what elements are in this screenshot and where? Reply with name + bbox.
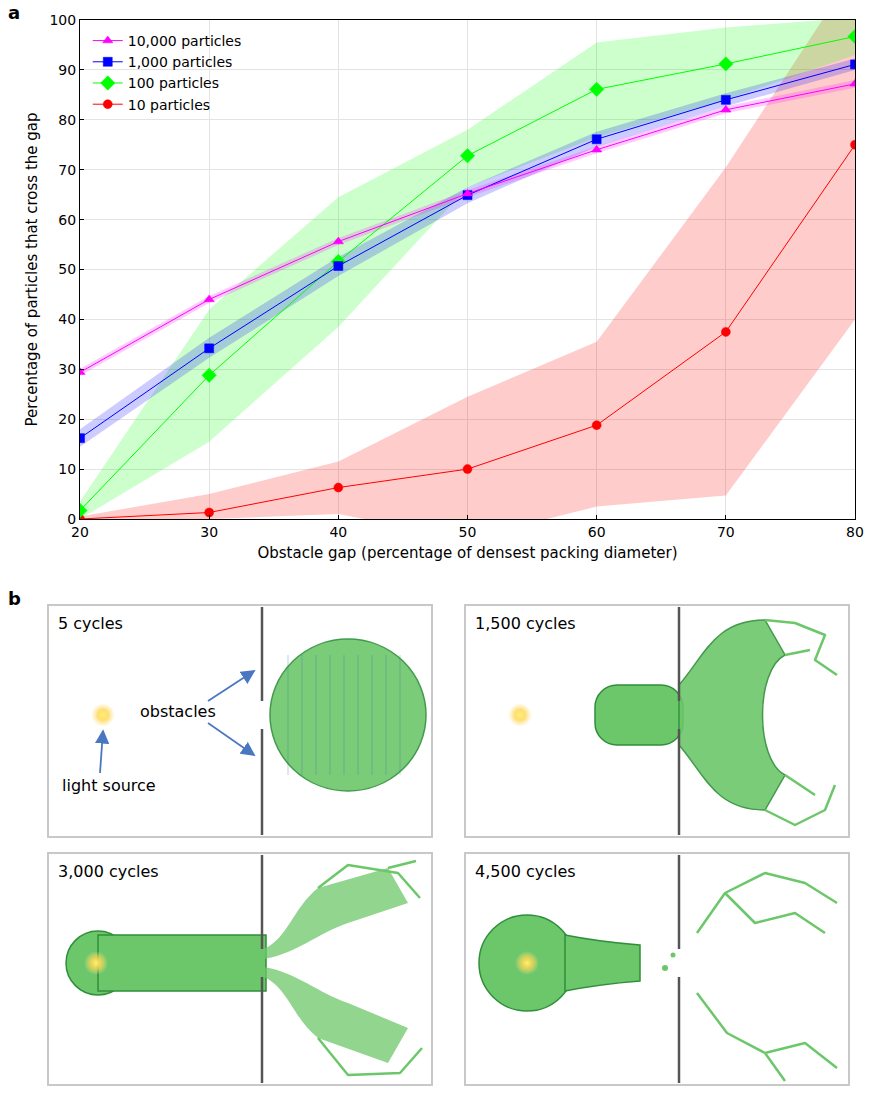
svg-text:50: 50 [459,524,477,540]
svg-text:30: 30 [58,361,76,377]
html-text:b: b [8,588,21,609]
svg-text:20: 20 [71,524,89,540]
svg-text:100 particles: 100 particles [128,75,219,91]
svg-text:60: 60 [58,212,76,228]
svg-text:5 cycles: 5 cycles [58,614,123,633]
html-text:a: a [8,2,21,23]
svg-text:10,000 particles: 10,000 particles [128,33,242,49]
svg-text:30: 30 [200,524,218,540]
svg-text:obstacles: obstacles [140,702,216,721]
svg-text:70: 70 [717,524,735,540]
svg-text:40: 40 [329,524,347,540]
svg-text:20: 20 [58,411,76,427]
svg-text:60: 60 [588,524,606,540]
svg-text:0: 0 [67,511,76,527]
svg-text:80: 80 [846,524,864,540]
svg-text:Percentage of particles that c: Percentage of particles that cross the g… [23,112,41,426]
svg-text:1,000 particles: 1,000 particles [128,54,233,70]
svg-text:40: 40 [58,311,76,327]
svg-text:80: 80 [58,112,76,128]
svg-text:4,500 cycles: 4,500 cycles [475,862,576,881]
svg-text:100: 100 [49,12,76,28]
svg-text:1,500 cycles: 1,500 cycles [475,614,576,633]
svg-text:50: 50 [58,261,76,277]
svg-text:70: 70 [58,162,76,178]
svg-text:Obstacle gap (percentage of de: Obstacle gap (percentage of densest pack… [257,544,677,562]
svg-text:90: 90 [58,62,76,78]
svg-text:light source: light source [62,776,156,795]
svg-text:10: 10 [58,461,76,477]
svg-text:10 particles: 10 particles [128,97,210,113]
svg-text:3,000 cycles: 3,000 cycles [58,862,159,881]
